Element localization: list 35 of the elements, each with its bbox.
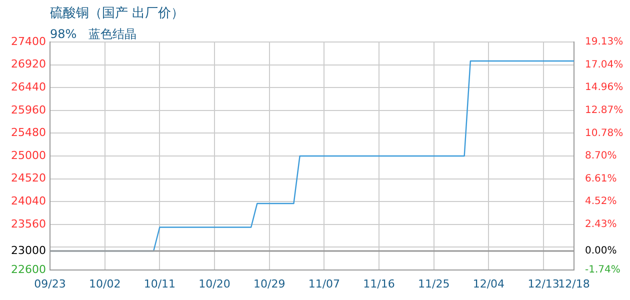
x-tick-label: 11/07 <box>308 277 340 290</box>
y2-tick-label: 0.00% <box>585 246 617 257</box>
x-tick-label: 11/25 <box>418 277 450 290</box>
x-tick-label: 10/11 <box>144 277 176 290</box>
chart-subtitle: 98% 蓝色结晶 <box>50 26 137 43</box>
y-tick-label: 25960 <box>11 103 46 116</box>
x-tick-label: 12/04 <box>472 277 505 290</box>
x-tick-label: 11/16 <box>363 277 395 290</box>
y2-tick-label: 19.13% <box>585 36 624 48</box>
y2-tick-label: -1.74% <box>585 264 620 276</box>
y2-tick-label: 12.87% <box>585 104 624 116</box>
x-tick-label: 10/20 <box>198 277 230 290</box>
y2-tick-label: 4.52% <box>585 196 617 208</box>
y2-tick-label: 6.61% <box>585 173 617 184</box>
x-tick-label: 09/23 <box>34 277 66 290</box>
y2-tick-label: 10.78% <box>585 128 624 139</box>
y-tick-label: 22600 <box>11 262 46 276</box>
x-tick-label: 12/18 <box>558 277 590 290</box>
chart-title: 硫酸铜（国产 出厂价） <box>50 5 184 22</box>
y2-tick-label: 8.70% <box>585 150 617 162</box>
y-tick-label: 24040 <box>11 194 46 208</box>
y-tick-label: 25480 <box>11 126 46 140</box>
y-tick-label: 27400 <box>11 34 46 48</box>
y2-tick-label: 17.04% <box>585 59 624 70</box>
y-tick-label: 25000 <box>11 148 46 162</box>
y-tick-label: 26440 <box>11 80 46 94</box>
y-tick-label: 26920 <box>11 58 46 71</box>
y2-tick-label: 14.96% <box>585 82 624 94</box>
x-tick-label: 10/02 <box>88 277 121 290</box>
x-tick-label: 12/13 <box>528 277 560 290</box>
y2-tick-label: 2.43% <box>585 219 617 230</box>
y-tick-label: 24520 <box>11 172 46 185</box>
ref-line-label: 23000 <box>11 244 46 257</box>
x-tick-label: 10/29 <box>253 277 286 290</box>
y-tick-label: 23560 <box>11 217 46 230</box>
